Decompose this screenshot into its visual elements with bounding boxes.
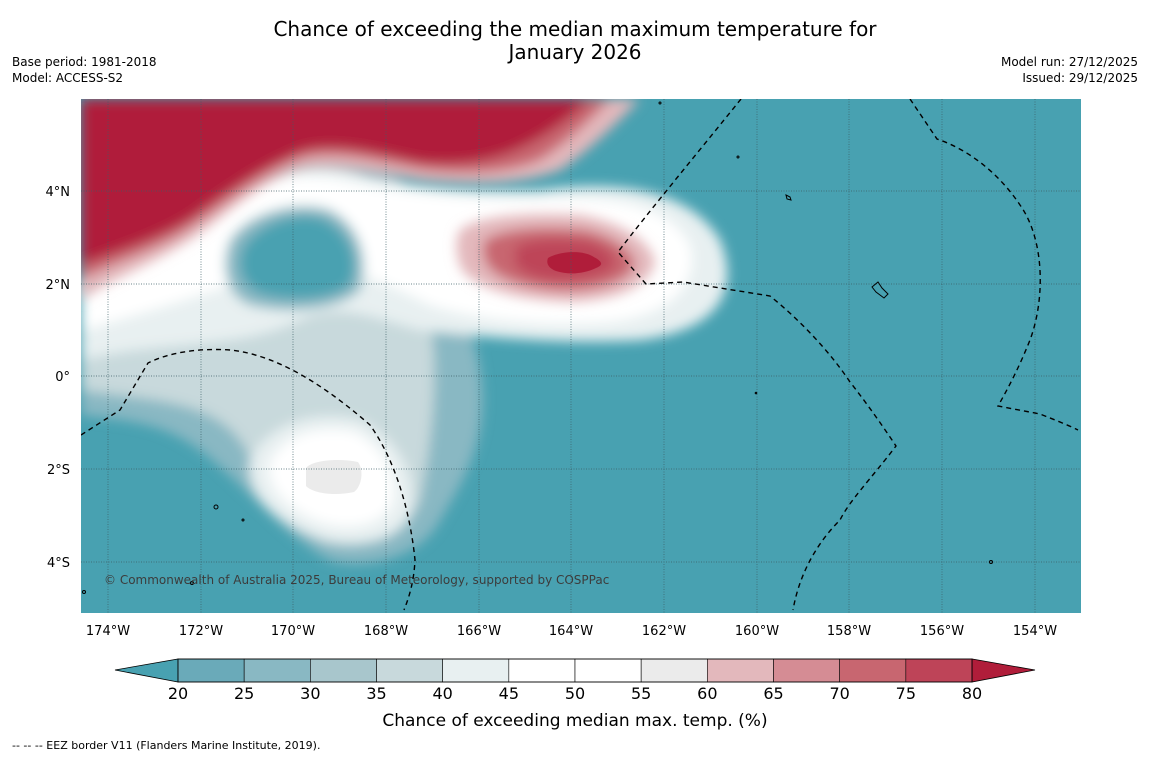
longitude-labels: 174°W 172°W 170°W 168°W 166°W 164°W 162°…	[86, 624, 1057, 639]
model-run-text: Model run: 27/12/2025	[1000, 55, 1138, 69]
map-panel: © Commonwealth of Australia 2025, Bureau…	[81, 99, 1081, 613]
meta-right: Model run: 27/12/2025 Issued: 29/12/2025	[1001, 54, 1138, 86]
island-8	[989, 560, 993, 564]
colorbar-tick-label: 55	[631, 684, 651, 703]
contour-80-central	[547, 252, 602, 274]
colorbar-segments	[177, 658, 973, 683]
contour-55-south	[306, 460, 362, 494]
colorbar-segment	[640, 658, 708, 683]
colorbar-tick-label: 35	[366, 684, 386, 703]
colorbar-segment	[707, 658, 774, 683]
model-text: Model: ACCESS-S2	[12, 71, 124, 85]
lat-label-4s: 4°S	[47, 556, 70, 571]
eez-footer-note: -- -- -- EEZ border V11 (Flanders Marine…	[12, 739, 321, 752]
lat-label-4n: 4°N	[46, 185, 71, 200]
colorbar-segment	[773, 658, 840, 683]
colorbar: 20 25 30 35 40 45 50 55 60 65 70 75 80 Chance of exc…	[114, 658, 1036, 731]
colorbar-segment	[243, 658, 311, 683]
colorbar-segment	[442, 658, 510, 683]
island-1	[785, 194, 792, 201]
colorbar-tick-label: 25	[234, 684, 254, 703]
colorbar-tick-label: 70	[829, 684, 849, 703]
lon-label-160w: 160°W	[735, 624, 779, 639]
contour-20-pocket	[240, 216, 355, 299]
lat-label-0: 0°	[55, 370, 70, 385]
colorbar-segment	[574, 658, 642, 683]
lon-label-154w: 154°W	[1013, 624, 1057, 639]
lon-label-172w: 172°W	[179, 624, 223, 639]
lon-label-164w: 164°W	[549, 624, 593, 639]
lon-label-174w: 174°W	[86, 624, 130, 639]
lon-label-158w: 158°W	[827, 624, 871, 639]
lon-label-166w: 166°W	[457, 624, 501, 639]
lon-label-168w: 168°W	[364, 624, 408, 639]
colorbar-segment	[839, 658, 907, 683]
map-title: Chance of exceeding the median maximum t…	[0, 18, 1150, 64]
island-4	[658, 101, 662, 105]
island-6	[241, 518, 245, 522]
eez-border-east	[909, 99, 1079, 431]
title-line-1: Chance of exceeding the median maximum t…	[273, 17, 877, 41]
eez-borders	[81, 99, 1079, 611]
colorbar-label: Chance of exceeding median max. temp. (%…	[382, 711, 767, 731]
anomaly-field: © Commonwealth of Australia 2025, Bureau…	[81, 99, 1081, 613]
colorbar-tick-label: 65	[763, 684, 783, 703]
lat-label-2s: 2°S	[47, 463, 70, 478]
colorbar-tick-label: 50	[565, 684, 585, 703]
colorbar-ticks: 20 25 30 35 40 45 50 55 60 65 70 75 80	[168, 684, 982, 703]
colorbar-tick-label: 20	[168, 684, 188, 703]
colorbar-tick-label: 30	[300, 684, 320, 703]
contour-80-northwest	[81, 99, 590, 265]
lon-label-156w: 156°W	[920, 624, 964, 639]
lon-label-170w: 170°W	[271, 624, 315, 639]
colorbar-segment	[376, 658, 443, 683]
colorbar-over-arrow	[971, 658, 1036, 683]
meta-left: Base period: 1981-2018 Model: ACCESS-S2	[12, 54, 157, 86]
latitude-labels: 4°N 2°N 0° 2°S 4°S	[46, 185, 71, 571]
colorbar-frame	[177, 658, 973, 683]
island-5	[213, 504, 219, 510]
colorbar-segment	[905, 658, 973, 683]
colorbar-tick-label: 75	[896, 684, 916, 703]
colorbar-segment	[177, 658, 245, 683]
colorbar-tick-label: 60	[697, 684, 717, 703]
islands	[82, 101, 993, 594]
island-9	[82, 590, 86, 594]
colorbar-tick-label: 80	[962, 684, 982, 703]
colorbar-tick-label: 40	[432, 684, 452, 703]
eez-border-west	[81, 348, 416, 611]
copyright-text: © Commonwealth of Australia 2025, Bureau…	[104, 573, 609, 587]
lat-label-2n: 2°N	[46, 278, 71, 293]
title-line-2: January 2026	[508, 40, 642, 64]
issued-text: Issued: 29/12/2025	[1022, 71, 1138, 85]
colorbar-segment	[508, 658, 576, 683]
island-2	[871, 281, 889, 299]
island-3	[736, 155, 740, 159]
eez-border-kiribati	[617, 99, 897, 611]
base-period-text: Base period: 1981-2018	[12, 55, 157, 69]
island-10	[754, 391, 758, 395]
colorbar-under-arrow	[114, 658, 179, 683]
island-7	[190, 581, 194, 585]
colorbar-tick-label: 45	[499, 684, 519, 703]
graticule	[81, 99, 1081, 613]
lon-label-162w: 162°W	[642, 624, 686, 639]
colorbar-segment	[310, 658, 377, 683]
